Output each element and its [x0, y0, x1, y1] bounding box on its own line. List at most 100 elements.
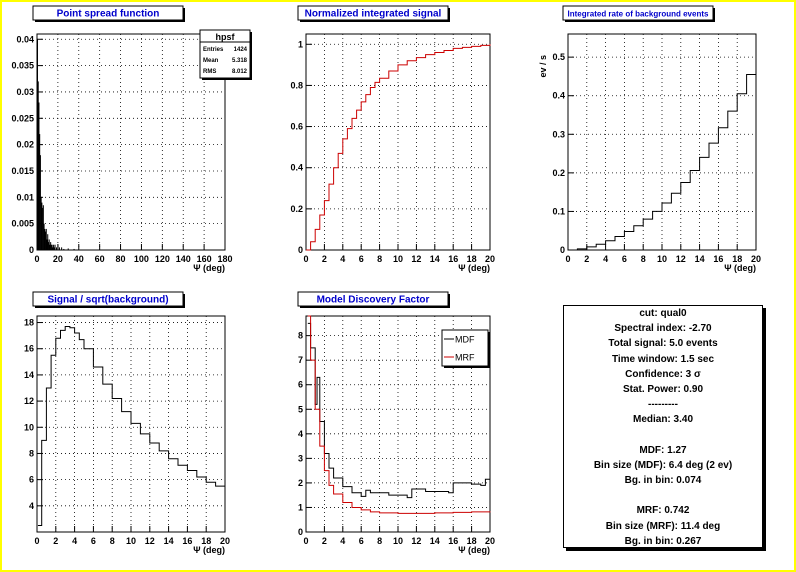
- histogram-bar: [49, 244, 51, 250]
- stats-box: [199, 29, 251, 79]
- y-tick-label: 16: [24, 344, 34, 354]
- stats-value: 8.012: [232, 69, 248, 75]
- x-tick-label: 6: [91, 536, 96, 546]
- y-tick-label: 1: [298, 39, 303, 49]
- x-axis-label: Ψ (deg): [458, 263, 490, 273]
- y-tick-label: 10: [24, 422, 34, 432]
- x-tick-label: 12: [145, 536, 155, 546]
- histogram-bar: [42, 205, 44, 250]
- chart-psf: Point spread function 0 20 40 60 80 100 120 140 1…: [11, 5, 252, 273]
- info-line: Total signal: 5.0 events: [608, 338, 718, 350]
- y-tick-label: 2: [298, 478, 303, 488]
- stats-label: Mean: [203, 58, 219, 64]
- y-tick-label: 14: [24, 370, 34, 380]
- x-tick-label: 180: [217, 254, 232, 264]
- chart-title: Integrated rate of background events: [568, 10, 709, 19]
- histogram-bar: [39, 134, 41, 250]
- x-tick-label: 6: [359, 254, 364, 264]
- histogram-bar: [53, 244, 55, 250]
- x-axis-label: Ψ (deg): [458, 545, 490, 555]
- y-tick-label: 12: [24, 396, 34, 406]
- y-tick-label: 4: [298, 429, 303, 439]
- stats-name: hpsf: [216, 32, 236, 42]
- x-tick-label: 14: [430, 536, 440, 546]
- y-tick-label: 0.01: [16, 192, 34, 202]
- histogram-bar: [52, 247, 54, 250]
- histogram-bar: [48, 239, 50, 250]
- x-tick-label: 80: [116, 254, 126, 264]
- x-tick-label: 20: [220, 536, 230, 546]
- info-line: Confidence: 3 σ: [625, 368, 701, 380]
- x-tick-label: 8: [377, 536, 382, 546]
- info-box: cut: qual0 Spectral index: -2.70 Total s…: [563, 305, 763, 548]
- info-line: Bg. in bin: 0.074: [624, 475, 702, 487]
- x-tick-label: 20: [53, 254, 63, 264]
- x-tick-label: 16: [182, 536, 192, 546]
- info-line: [564, 428, 762, 443]
- title-box: [297, 5, 449, 21]
- series-line-MDF: [307, 322, 491, 499]
- legend-label: MRF: [455, 353, 475, 363]
- chart-title: Point spread function: [57, 9, 160, 20]
- y-tick-label: 0.2: [552, 168, 565, 178]
- histogram-bar: [73, 248, 75, 250]
- x-tick-label: 14: [695, 254, 705, 264]
- y-tick-label: 0.035: [11, 61, 34, 71]
- y-tick-label: 18: [24, 318, 34, 328]
- x-tick-label: 2: [322, 536, 327, 546]
- histogram-bar: [63, 248, 65, 250]
- series-line-bg: [568, 45, 757, 251]
- x-tick-label: 10: [393, 254, 403, 264]
- y-tick-label: 0: [298, 527, 303, 537]
- x-tick-label: 16: [448, 536, 458, 546]
- y-tick-label: 0: [560, 245, 565, 255]
- series-line-snr: [37, 325, 226, 526]
- y-tick-label: 3: [298, 453, 303, 463]
- chart-title: Normalized integrated signal: [305, 9, 442, 20]
- y-tick-label: 0.4: [552, 91, 565, 101]
- info-line: Bg. in bin: 0.267: [624, 535, 702, 547]
- x-tick-label: 8: [110, 536, 115, 546]
- chart-bg: Integrated rate of background events 0 2 4 6…: [538, 5, 761, 273]
- histogram-bar: [51, 244, 53, 250]
- y-tick-label: 0.2: [290, 204, 303, 214]
- info-line: Median: 3.40: [632, 414, 694, 426]
- y-tick-label: 5: [298, 404, 303, 414]
- histogram-bar: [43, 223, 45, 250]
- x-tick-label: 14: [430, 254, 440, 264]
- x-tick-label: 0: [34, 254, 39, 264]
- info-line: [564, 488, 762, 503]
- y-tick-label: 8: [29, 448, 34, 458]
- x-tick-label: 140: [176, 254, 191, 264]
- y-tick-label: 0.1: [552, 206, 565, 216]
- x-tick-label: 4: [72, 536, 77, 546]
- histogram-bar: [54, 244, 56, 250]
- x-tick-label: 0: [303, 536, 308, 546]
- x-tick-label: 10: [657, 254, 667, 264]
- y-tick-label: 0.4: [290, 163, 303, 173]
- stats-value: 1424: [234, 47, 248, 53]
- y-tick-label: 0: [298, 245, 303, 255]
- title-box: [32, 291, 184, 307]
- plot-frame: [36, 33, 226, 251]
- histogram-bar: [56, 247, 58, 250]
- x-tick-label: 100: [134, 254, 149, 264]
- histogram-bar: [46, 239, 48, 250]
- y-tick-label: 7: [298, 355, 303, 365]
- histogram-bar: [67, 248, 69, 250]
- info-line: Time window: 1.5 sec: [611, 353, 715, 365]
- info-line: Bin size (MDF): 6.4 deg (2 ev): [593, 459, 733, 471]
- x-tick-label: 12: [411, 536, 421, 546]
- stats-label: RMS: [203, 69, 216, 75]
- y-tick-label: 0.8: [290, 80, 303, 90]
- title-box: [32, 5, 184, 21]
- histogram-bar: [47, 234, 49, 250]
- x-tick-label: 18: [467, 536, 477, 546]
- x-tick-label: 4: [340, 536, 345, 546]
- y-tick-label: 0.04: [16, 34, 34, 44]
- histogram-bar: [38, 102, 40, 250]
- title-box: [297, 291, 449, 307]
- histogram-bar: [53, 247, 55, 250]
